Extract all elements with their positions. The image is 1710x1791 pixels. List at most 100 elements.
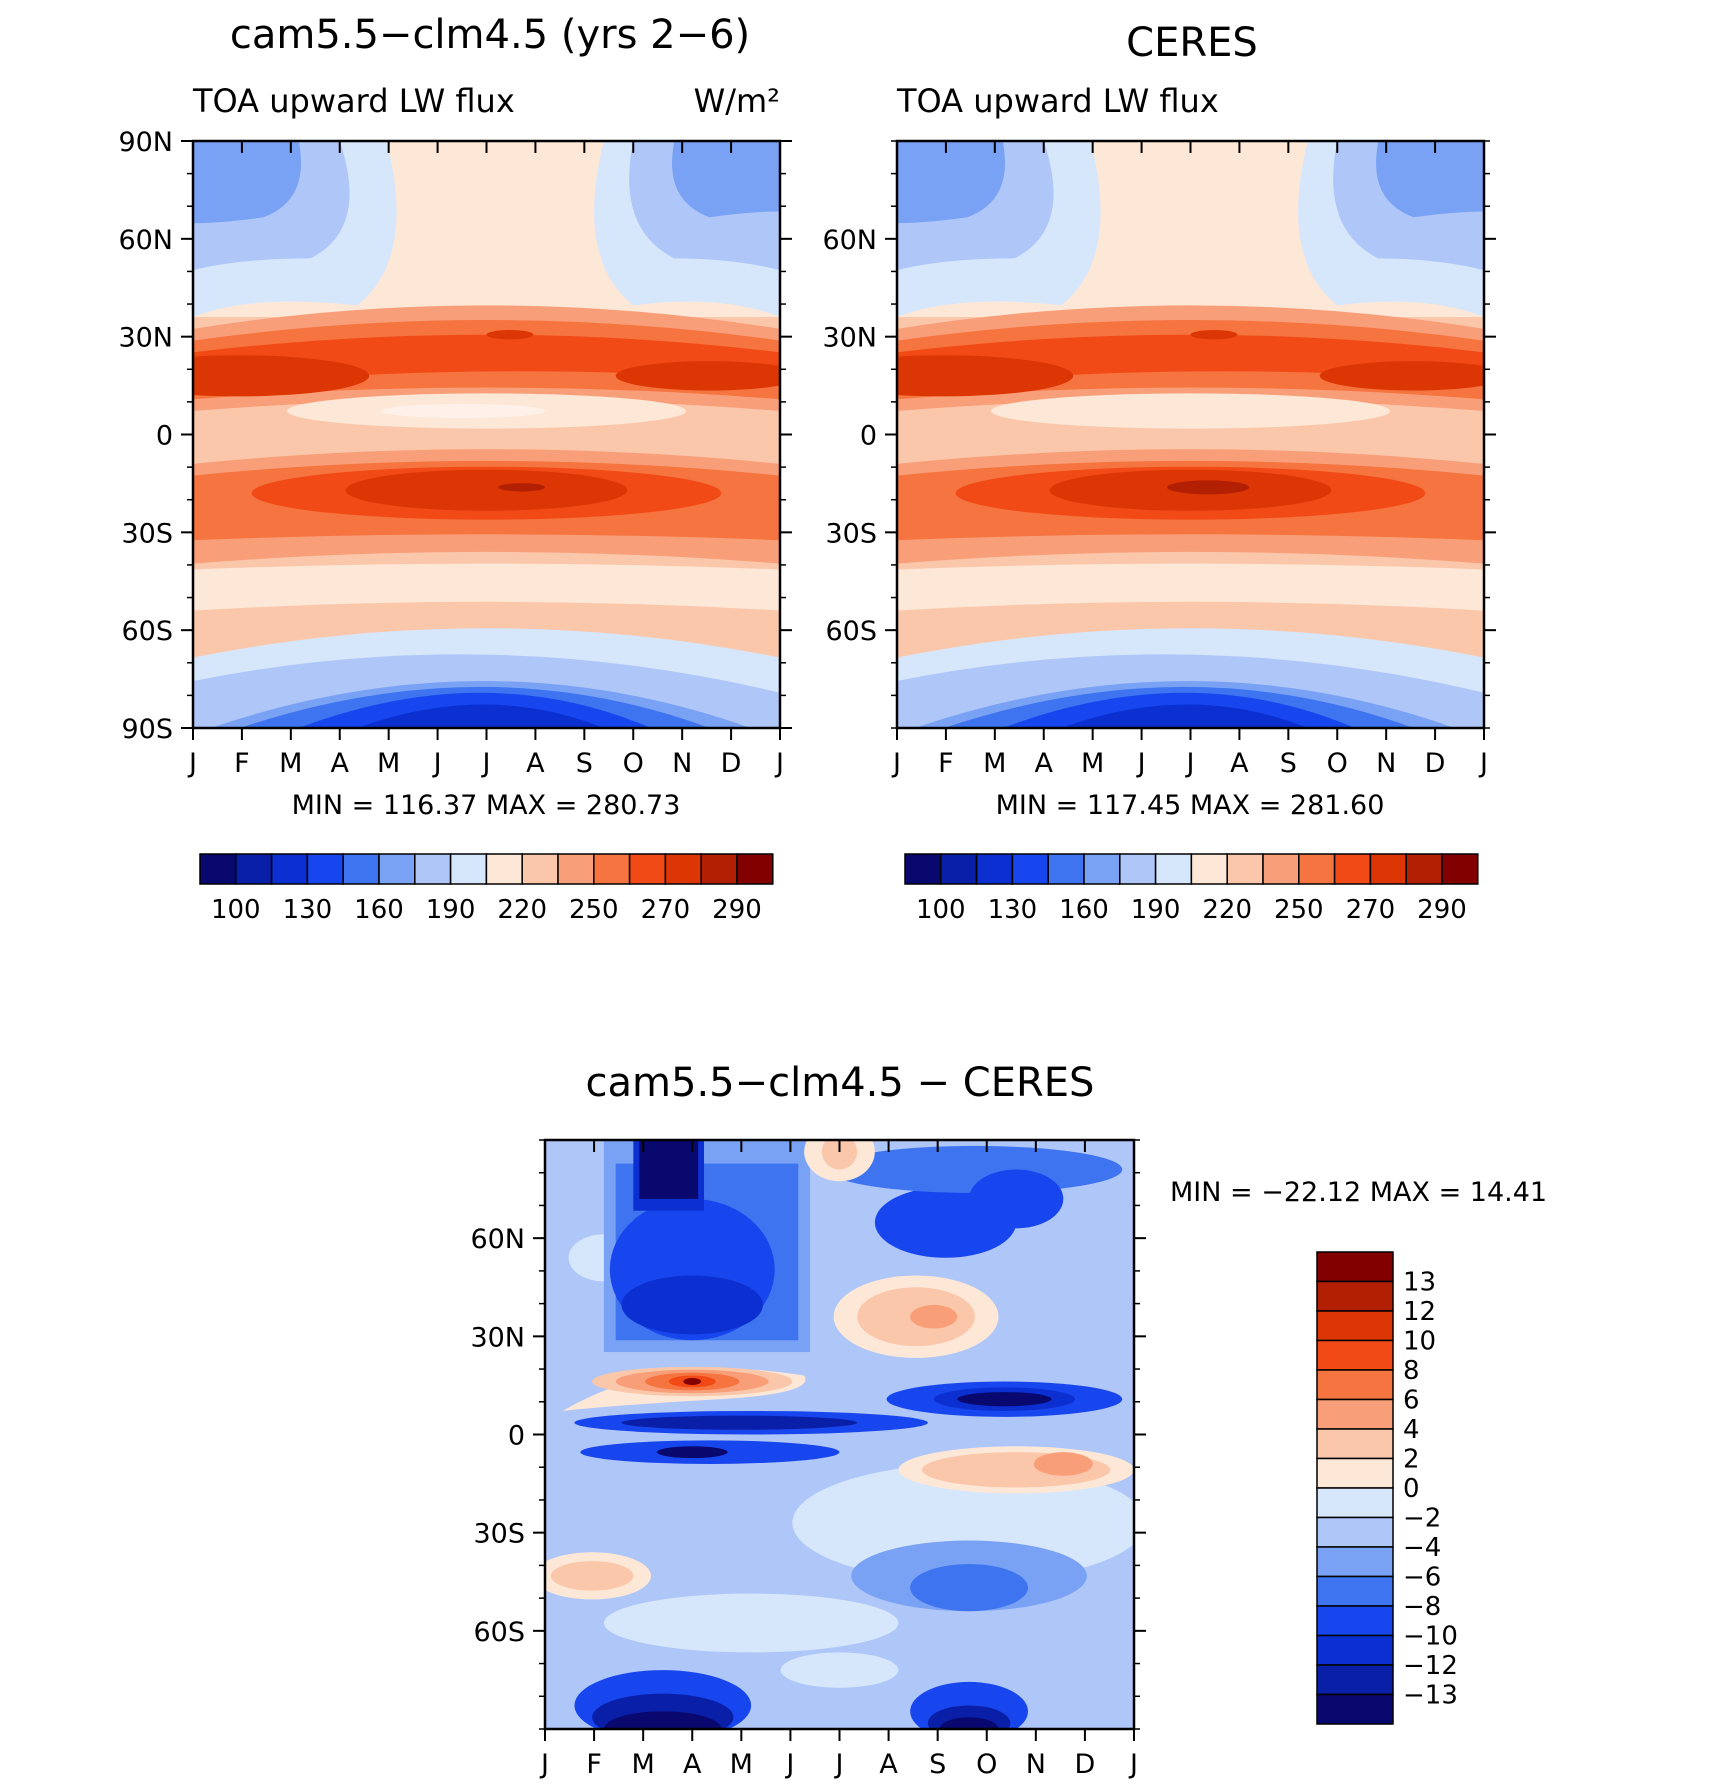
x-tick-label: M (632, 1749, 655, 1780)
colorbar-box (593, 853, 631, 885)
x-tick-label: M (730, 1749, 753, 1780)
panel1-stats: MIN = 116.37 MAX = 280.73 (292, 790, 681, 821)
x-tick-label: J (1128, 1749, 1138, 1780)
colorbar-label: 130 (988, 895, 1038, 925)
contour-band (1167, 480, 1250, 495)
colorbar-label: 100 (211, 895, 261, 925)
colorbar-label: 8 (1403, 1356, 1420, 1386)
contour-band (550, 1561, 634, 1591)
colorbar-label: −8 (1403, 1592, 1441, 1622)
colorbar-box (1119, 853, 1157, 885)
panel-model: cam5.5−clm4.5 (yrs 2−6) TOA upward LW fl… (118, 12, 792, 925)
colorbar-box (1011, 853, 1049, 885)
contour-band (656, 1446, 728, 1459)
colorbar-box (1316, 1310, 1394, 1342)
y-tick-label: 30S (826, 518, 878, 549)
x-tick-label: F (586, 1749, 602, 1780)
contour-band (780, 1652, 899, 1688)
y-tick-label: 90N (118, 127, 173, 158)
contour-band (486, 330, 534, 340)
x-tick-label: J (481, 748, 491, 779)
colorbar-box (1316, 1516, 1394, 1548)
colorbar-box (1316, 1605, 1394, 1637)
contour-band (603, 1593, 899, 1653)
x-tick-label: F (938, 748, 954, 779)
y-tick-label: 60S (826, 616, 878, 647)
colorbar-label: 270 (1346, 895, 1396, 925)
contour-band (897, 141, 1006, 224)
colorbar-box (975, 853, 1014, 885)
y-tick-label: 90S (122, 714, 174, 745)
y-tick-label: 30S (474, 1519, 526, 1550)
panel-ceres: CERES TOA upward LW flux J F M A M J J A S O N D J60… (822, 20, 1496, 925)
colorbar-box (1316, 1693, 1394, 1725)
colorbar-box (378, 853, 416, 885)
contour-band (621, 1275, 763, 1335)
contour-band (910, 1564, 1028, 1612)
colorbar-label: 100 (916, 895, 966, 925)
colorbar-box (270, 853, 309, 885)
colorbar-label: −2 (1403, 1504, 1441, 1534)
colorbar-box (1316, 1664, 1394, 1696)
x-tick-label: J (1136, 748, 1146, 779)
colorbar-label: 160 (1059, 895, 1109, 925)
panel1-colorbar: 100 130 160 190 220 250 270 290 (199, 853, 774, 925)
x-tick-label: S (929, 1749, 946, 1780)
panel2-field (897, 141, 1484, 728)
x-tick-label: M (1081, 748, 1104, 779)
colorbar-box (1226, 853, 1264, 885)
y-tick-label: 30N (118, 323, 173, 354)
colorbar-label: 12 (1403, 1297, 1436, 1327)
colorbar-box (449, 853, 488, 885)
colorbar-label: −10 (1403, 1622, 1458, 1652)
y-tick-label: 0 (156, 421, 173, 452)
colorbar-box (940, 853, 978, 885)
colorbar-box (1316, 1428, 1394, 1460)
colorbar-box (1316, 1369, 1394, 1401)
colorbar-label: 160 (354, 895, 404, 925)
x-tick-label: A (879, 1749, 898, 1780)
colorbar-label: 0 (1403, 1474, 1420, 1504)
colorbar-box (414, 853, 452, 885)
colorbar-box (1316, 1575, 1394, 1607)
colorbar-box (521, 853, 559, 885)
colorbar-box (1047, 853, 1085, 885)
contour-band (910, 1304, 958, 1329)
colorbar-box (1316, 1546, 1394, 1578)
colorbar-label: −13 (1403, 1681, 1458, 1711)
y-tick-label: 30S (122, 518, 174, 549)
colorbar-box (628, 853, 667, 885)
panel1-units: W/m² (694, 82, 780, 120)
y-tick-label: 60N (822, 225, 877, 256)
colorbar-label: 190 (426, 895, 476, 925)
contour-band (357, 704, 604, 728)
contour-band (969, 1169, 1064, 1229)
y-tick-label: 60N (470, 1224, 525, 1255)
y-tick-label: 30N (470, 1322, 525, 1353)
panel1-title: cam5.5−clm4.5 (yrs 2−6) (230, 12, 750, 58)
panel3-field (545, 1140, 1134, 1729)
x-tick-label: J (834, 1749, 844, 1780)
panel3-title: cam5.5−clm4.5 − CERES (586, 1060, 1095, 1106)
colorbar-label: 220 (497, 895, 547, 925)
colorbar-box (1262, 853, 1300, 885)
colorbar-label: 290 (1417, 895, 1467, 925)
colorbar-box (1316, 1280, 1394, 1312)
panel-difference: cam5.5−clm4.5 − CERES J F M A M J J A S O N D J60N30… (470, 1060, 1547, 1780)
colorbar-label: −12 (1403, 1651, 1458, 1681)
x-tick-label: S (1280, 748, 1297, 779)
x-tick-label: M (279, 748, 302, 779)
contour-band (193, 355, 370, 397)
y-tick-label: 60S (474, 1617, 526, 1648)
panel1-field (193, 141, 780, 728)
colorbar-label: 250 (569, 895, 619, 925)
x-tick-label: N (1026, 1749, 1046, 1780)
contour-band (621, 1415, 858, 1430)
contour-band (1108, 403, 1273, 419)
x-tick-label: N (1376, 748, 1396, 779)
colorbar-box (1316, 1487, 1394, 1519)
x-tick-label: F (234, 748, 250, 779)
colorbar-box (1316, 1457, 1394, 1489)
x-tick-label: N (672, 748, 692, 779)
